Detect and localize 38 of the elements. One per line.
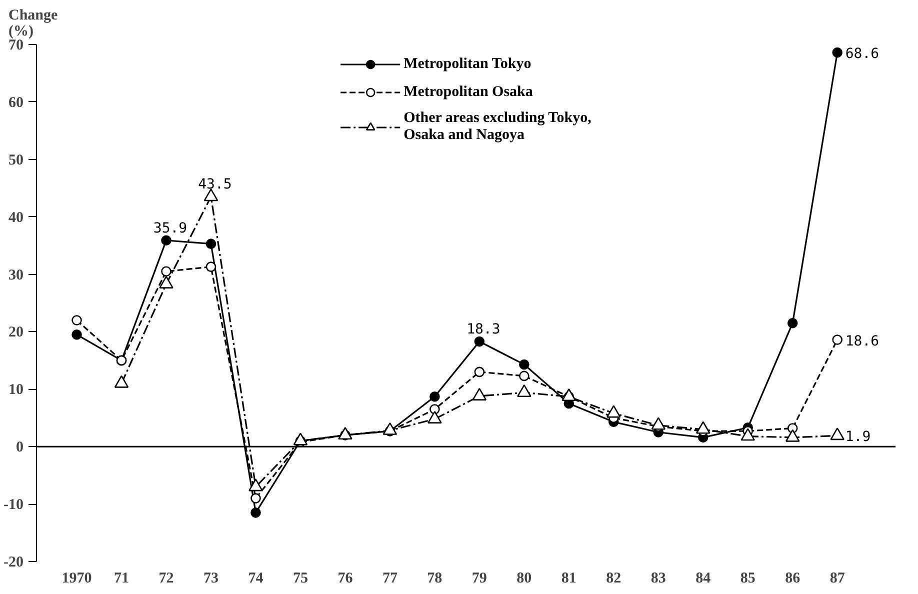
legend-label: Metropolitan Osaka (404, 83, 533, 101)
x-tick-label: 87 (830, 570, 846, 586)
y-tick-label: -10 (4, 497, 24, 514)
x-tick-label: 71 (114, 570, 130, 586)
x-tick-label: 82 (606, 570, 622, 586)
annotation: 18.6 (845, 333, 880, 350)
x-tick-label: 72 (158, 570, 174, 586)
x-tick-label: 76 (338, 570, 354, 586)
y-tick-label: 60 (8, 94, 24, 111)
annotation: 43.5 (198, 176, 232, 193)
legend-label: Other areas excluding Tokyo, Osaka and Nagoya (404, 110, 592, 144)
y-tick-label: 70 (8, 38, 24, 54)
y-axis-title: Change (%) (8, 8, 58, 40)
x-tick-label: 75 (292, 570, 308, 586)
x-tick-label: 73 (203, 570, 218, 586)
x-tick-label: 1970 (62, 570, 92, 586)
x-tick-label: 85 (740, 570, 756, 586)
x-tick-label: 74 (248, 570, 264, 586)
annotation: 1.9 (845, 429, 871, 446)
y-tick-label: 0 (16, 440, 24, 456)
annotation: 18.3 (466, 321, 500, 338)
x-tick-label: 77 (382, 570, 398, 586)
legend-label: Metropolitan Tokyo (404, 55, 532, 73)
y-tick-label: 20 (8, 324, 24, 341)
x-tick-label: 83 (650, 570, 666, 586)
y-tick-label: 30 (8, 267, 24, 284)
x-tick-label: 78 (427, 570, 442, 586)
x-tick-label: 79 (472, 570, 487, 586)
annotation: 35.9 (153, 220, 188, 236)
y-tick-label: -20 (4, 554, 24, 570)
y-tick-label: 40 (8, 210, 24, 226)
x-tick-label: 84 (696, 570, 712, 586)
annotation: 68.6 (845, 46, 880, 62)
x-tick-label: 81 (561, 570, 576, 586)
y-tick-label: 10 (8, 382, 24, 398)
x-tick-label: 86 (785, 570, 801, 586)
y-tick-label: 50 (8, 152, 24, 168)
x-tick-label: 80 (516, 570, 532, 586)
